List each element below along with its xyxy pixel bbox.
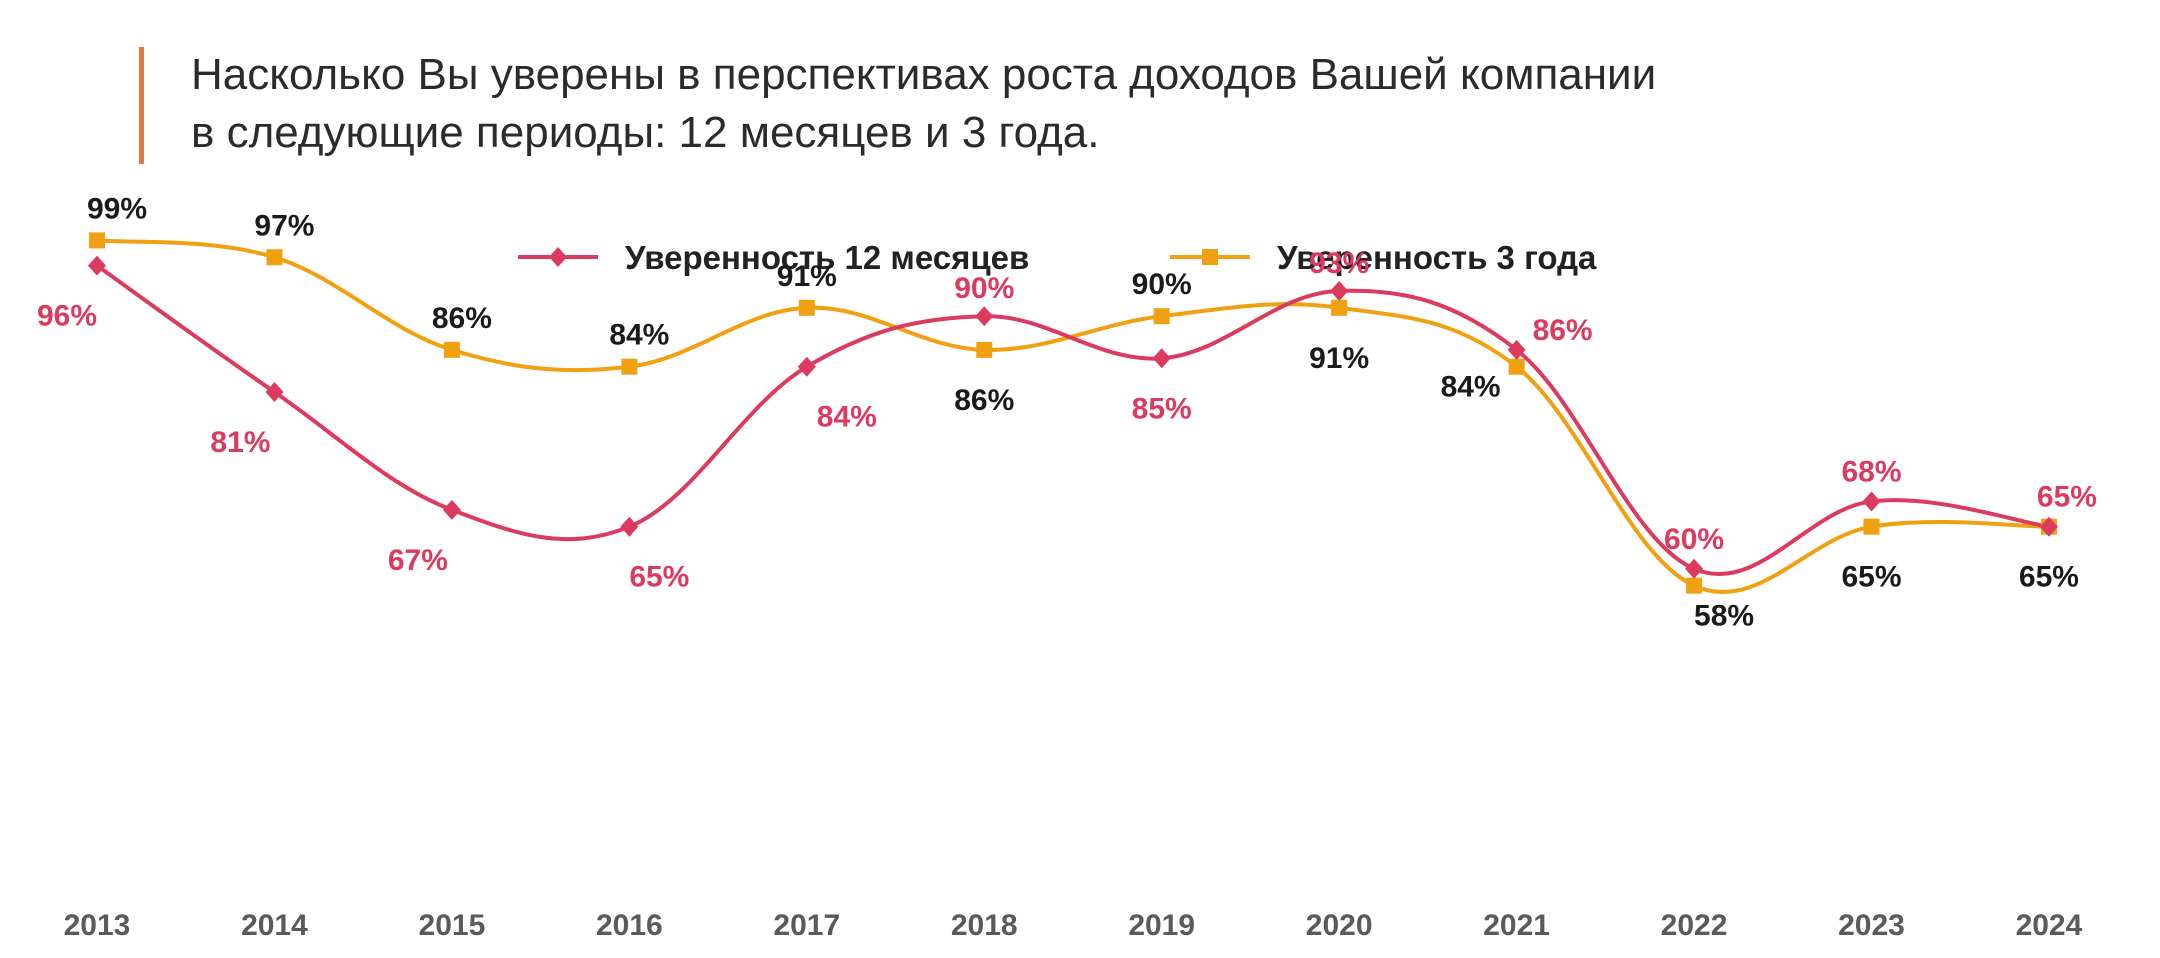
x-tick-2015: 2015 — [419, 909, 486, 942]
series-lines — [95, 238, 2050, 594]
x-axis-ticks: 2013 2014 2015 2016 2017 2018 2019 2020 2021 2022… — [64, 909, 2083, 942]
x-tick-2020: 2020 — [1306, 909, 1373, 942]
chart-title-line-2: в следующие периоды: 12 месяцев и 3 года… — [191, 108, 1100, 157]
label-3-years-2014: 97% — [254, 209, 314, 242]
marker-3-years-2021 — [1508, 358, 1525, 375]
label-3-years-2015: 86% — [432, 302, 492, 335]
label-3-years-2020: 91% — [1309, 342, 1369, 375]
marker-3-years-2017 — [798, 299, 815, 316]
marker-3-years-2013 — [89, 232, 105, 249]
marker-12-months-2015 — [442, 499, 461, 520]
marker-12-months-2017 — [797, 356, 816, 377]
label-12-months-2020: 93% — [1309, 247, 1369, 280]
x-tick-2016: 2016 — [596, 909, 663, 942]
label-12-months-2022: 60% — [1664, 523, 1724, 556]
x-tick-2021: 2021 — [1483, 909, 1550, 942]
label-3-years-2013: 99% — [87, 192, 147, 225]
x-tick-2013: 2013 — [64, 909, 131, 942]
data-labels: 96% 81% 67% 65% 84% 90% 85% 93% 86% 60% 68% 65% 99% 9… — [37, 192, 2097, 632]
marker-3-years-2020 — [1331, 299, 1348, 316]
legend-label-12-months: Уверенность 12 месяцев — [625, 239, 1029, 276]
marker-12-months-2013 — [88, 255, 106, 276]
label-3-years-2024: 65% — [2019, 561, 2079, 594]
marker-3-years-2014 — [266, 249, 283, 266]
legend-marker-12-months — [549, 247, 567, 267]
marker-3-years-2023 — [1863, 518, 1880, 535]
series-line-3-years — [96, 238, 2049, 594]
marker-3-years-2016 — [621, 358, 638, 375]
label-12-months-2014: 81% — [210, 426, 270, 459]
label-3-years-2021: 84% — [1441, 371, 1501, 404]
label-12-months-2013: 96% — [37, 300, 97, 333]
marker-12-months-2021 — [1507, 339, 1526, 360]
label-3-years-2016: 84% — [609, 319, 669, 352]
marker-12-months-2019 — [1152, 348, 1171, 369]
label-12-months-2019: 85% — [1132, 392, 1192, 425]
legend-label-3-years: Уверенность 3 года — [1277, 239, 1597, 276]
label-12-months-2015: 67% — [388, 544, 448, 577]
label-3-years-2023: 65% — [1841, 561, 1901, 594]
chart-title-line-1: Насколько Вы уверены в перспективах рост… — [191, 50, 1657, 99]
x-tick-2017: 2017 — [773, 909, 840, 942]
marker-12-months-2014 — [265, 381, 284, 402]
label-12-months-2021: 86% — [1533, 314, 1593, 347]
legend: Уверенность 12 месяцев Уверенность 3 года — [518, 239, 1597, 276]
x-tick-2019: 2019 — [1128, 909, 1195, 942]
series-line-12-months — [95, 264, 2050, 577]
label-12-months-2018: 90% — [954, 272, 1014, 305]
x-tick-2022: 2022 — [1661, 909, 1728, 942]
marker-12-months-2022 — [1685, 558, 1704, 579]
label-12-months-2023: 68% — [1841, 455, 1901, 488]
marker-12-months-2023 — [1862, 491, 1881, 512]
x-tick-2014: 2014 — [241, 909, 308, 942]
title-accent-bar — [139, 47, 144, 164]
marker-12-months-2020 — [1330, 280, 1349, 301]
label-3-years-2022: 58% — [1694, 600, 1754, 633]
label-12-months-2024: 65% — [2037, 481, 2097, 514]
marker-12-months-2018 — [975, 306, 994, 327]
marker-12-months-2016 — [620, 516, 639, 537]
x-tick-2024: 2024 — [2016, 909, 2083, 942]
label-12-months-2017: 84% — [817, 401, 877, 434]
legend-marker-3-years — [1202, 249, 1218, 265]
label-12-months-2016: 65% — [629, 561, 689, 594]
series-markers — [88, 232, 2058, 594]
label-3-years-2017: 91% — [777, 260, 837, 293]
marker-3-years-2019 — [1153, 308, 1170, 325]
label-3-years-2019: 90% — [1132, 268, 1192, 301]
label-3-years-2018: 86% — [954, 384, 1014, 417]
chart-title: Насколько Вы уверены в перспективах рост… — [191, 46, 2091, 162]
x-tick-2023: 2023 — [1838, 909, 1905, 942]
marker-3-years-2018 — [976, 341, 993, 358]
x-tick-2018: 2018 — [951, 909, 1018, 942]
marker-12-months-2024 — [2039, 516, 2058, 537]
marker-3-years-2015 — [443, 341, 460, 358]
marker-3-years-2022 — [1686, 577, 1703, 594]
